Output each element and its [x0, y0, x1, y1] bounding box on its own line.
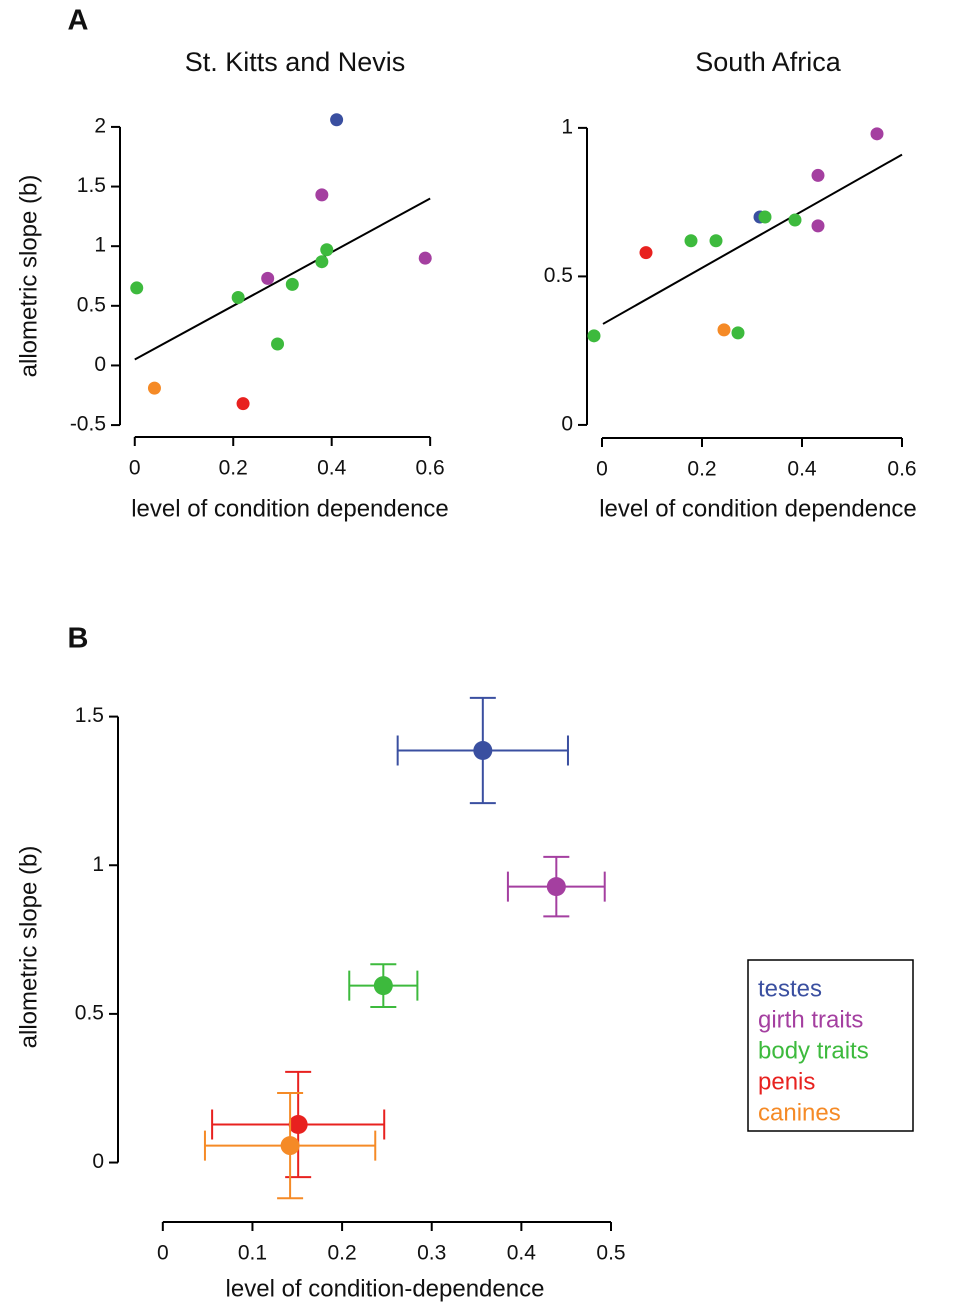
point: [418, 251, 432, 265]
x-tick-label: 0.6: [416, 457, 445, 480]
panel-label: B: [68, 623, 89, 655]
x-tick-label: 0.4: [317, 457, 347, 480]
point: [315, 255, 329, 269]
y-tick-label: 0: [92, 1150, 104, 1173]
y-tick-label: 0.5: [77, 293, 106, 316]
point: [758, 210, 772, 224]
y-tick-label: 2: [94, 114, 106, 137]
point: [236, 397, 250, 411]
y-tick-label: 1.5: [75, 704, 104, 727]
point: [231, 290, 245, 304]
point: [147, 381, 161, 395]
y-tick-label: 1: [561, 115, 573, 138]
y-axis-label: allometric slope (b): [15, 846, 42, 1049]
x-tick-label: 0.4: [787, 458, 817, 481]
x-tick-label: 0.2: [687, 458, 716, 481]
point: [684, 234, 698, 248]
x-tick-label: 0.1: [238, 1242, 267, 1265]
panel-label: A: [68, 5, 89, 37]
y-tick-label: 1: [92, 853, 104, 876]
chart-title: South Africa: [695, 47, 842, 77]
point: [288, 1114, 308, 1134]
y-tick-label: -0.5: [70, 413, 106, 436]
fit-line: [134, 197, 431, 361]
x-tick-label: 0: [157, 1242, 169, 1265]
legend-label: testes: [758, 975, 822, 1002]
x-tick-label: 0.3: [417, 1242, 446, 1265]
x-axis-label: level of condition-dependence: [226, 1275, 545, 1302]
y-tick-label: 1.5: [77, 174, 106, 197]
x-tick-label: 0.2: [219, 457, 248, 480]
y-tick-label: 0: [561, 412, 573, 435]
point: [639, 246, 653, 260]
x-tick-label: 0: [596, 458, 608, 481]
legend-box: [747, 959, 914, 1132]
legend-label: body traits: [758, 1037, 869, 1064]
point: [473, 740, 493, 760]
x-tick-label: 0.5: [596, 1242, 625, 1265]
point: [870, 127, 884, 141]
point: [330, 113, 344, 127]
point: [587, 329, 601, 343]
point: [261, 271, 275, 285]
point: [788, 213, 802, 227]
point: [271, 337, 285, 351]
legend-label: penis: [758, 1068, 815, 1095]
point: [285, 277, 299, 291]
legend-label: girth traits: [758, 1006, 863, 1033]
y-tick-label: 0: [94, 353, 106, 376]
y-tick-label: 0.5: [544, 264, 573, 287]
x-axis-label: level of condition dependence: [131, 495, 449, 522]
x-tick-label: 0.6: [887, 458, 916, 481]
point: [546, 877, 566, 897]
legend-label: canines: [758, 1099, 841, 1126]
point: [130, 281, 144, 295]
fit-line: [602, 153, 903, 325]
chart-title: St. Kitts and Nevis: [185, 47, 406, 77]
point: [315, 188, 329, 202]
point: [709, 234, 723, 248]
point: [717, 323, 731, 337]
point: [280, 1136, 300, 1156]
y-tick-label: 0.5: [75, 1001, 104, 1024]
x-tick-label: 0.4: [507, 1242, 537, 1265]
point: [811, 168, 825, 182]
point: [811, 219, 825, 233]
point: [320, 243, 334, 257]
point: [731, 326, 745, 340]
x-tick-label: 0: [129, 457, 141, 480]
point: [373, 976, 393, 996]
x-tick-label: 0.2: [327, 1242, 356, 1265]
x-axis-label: level of condition dependence: [599, 495, 917, 522]
y-axis-label: allometric slope (b): [15, 175, 42, 378]
y-tick-label: 1: [94, 234, 106, 257]
